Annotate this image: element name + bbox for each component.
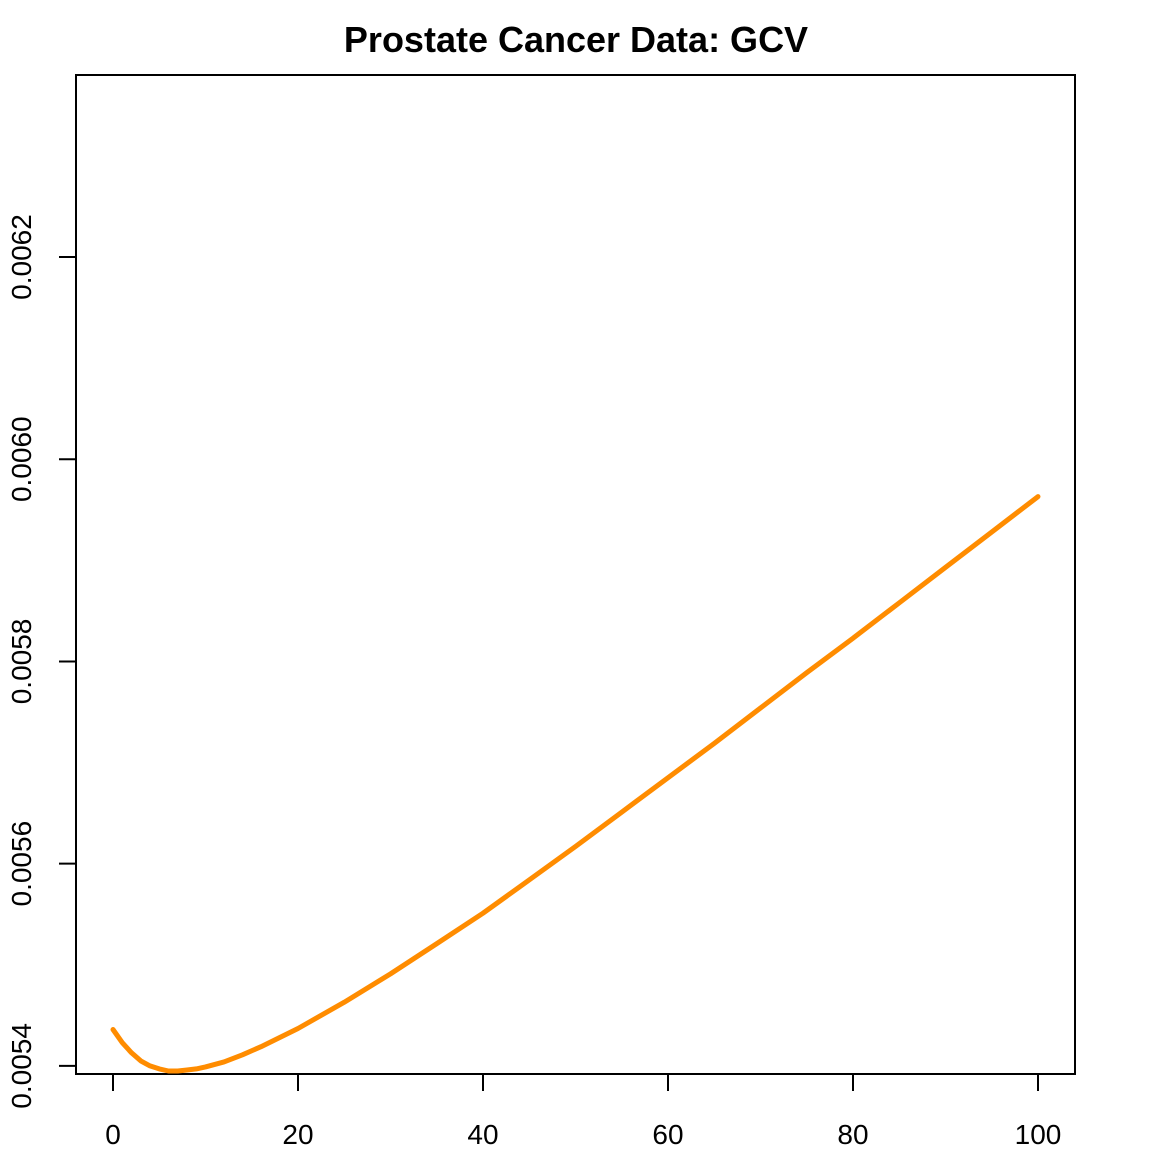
y-axis: 0.0054 0.0056 0.0058 0.0060 0.0062 [6,214,77,1109]
plot-frame [75,74,1076,1075]
series-line-1 [110,494,1041,1074]
y-tick-label: 0.0062 [6,214,37,300]
x-tick-label: 60 [652,1119,683,1150]
x-tick-label: 20 [282,1119,313,1150]
y-tick-label: 0.0056 [6,821,37,907]
x-tick-label: 0 [105,1119,121,1150]
y-tick-label: 0.0060 [6,416,37,502]
y-tick-label: 0.0054 [6,1023,37,1109]
x-tick-label: 80 [837,1119,868,1150]
x-tick-label: 40 [467,1119,498,1150]
y-tick-label: 0.0058 [6,619,37,705]
x-axis: 0 20 40 60 80 100 [105,1073,1062,1150]
x-tick-label: 100 [1015,1119,1062,1150]
series-layer [110,494,1041,1074]
chart-title: Prostate Cancer Data: GCV [344,19,808,60]
